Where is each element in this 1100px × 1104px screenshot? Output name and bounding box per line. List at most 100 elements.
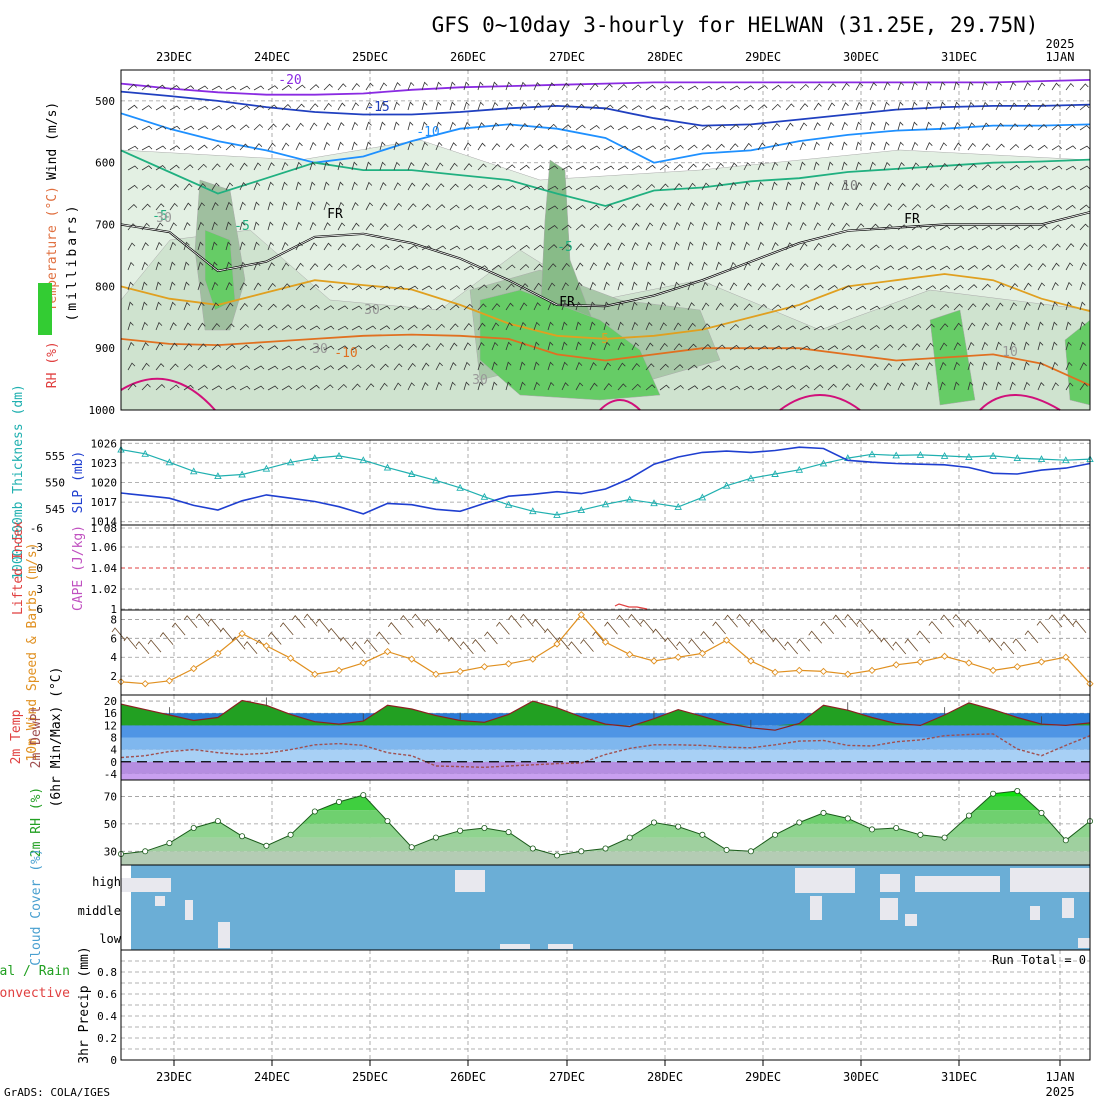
precip-tick-label: 0.2 [97, 1032, 117, 1045]
wind-barb [981, 381, 988, 391]
wind-barb [1065, 124, 1076, 131]
wind-barb [281, 123, 291, 131]
thickness-point [189, 467, 198, 475]
wind-barb [841, 285, 853, 291]
surface-wind-barb [976, 629, 991, 643]
surface-wind-barb [279, 622, 294, 636]
wind-barb [575, 224, 586, 231]
wind-barb [729, 323, 740, 331]
wind-barb [127, 125, 139, 131]
wind-barb [505, 322, 513, 331]
wind-barb [1051, 124, 1062, 131]
wind-barb [1065, 145, 1077, 151]
wind-speed-point [698, 649, 707, 658]
wind-barb [1079, 301, 1086, 311]
wind-barb [673, 202, 682, 211]
wind-barb [687, 241, 694, 251]
lifted-index-axis-label: Lifted Index [11, 521, 26, 615]
wind-barb [547, 82, 555, 91]
wind-barb [155, 384, 166, 391]
wind-barb [253, 365, 265, 371]
cloud-cover-clear [795, 868, 855, 893]
wind-barb [1023, 361, 1030, 371]
wind-speed-point [892, 661, 900, 669]
wind-barb [281, 181, 288, 191]
wind-barb [827, 264, 838, 271]
wind-barb [323, 284, 334, 291]
wind-barb [715, 85, 727, 91]
cape-axis-label: CAPE (J/kg) [71, 525, 86, 611]
cloud-cover-clear [185, 900, 193, 920]
thickness-point [1037, 455, 1046, 463]
rh-point [990, 790, 997, 797]
wind-barb [953, 322, 962, 331]
wind-barb [127, 362, 136, 371]
wind-barb [883, 362, 893, 371]
wind-barb [799, 181, 806, 191]
wind-barb [869, 121, 876, 131]
temperature-contour-warm [599, 399, 641, 411]
wind-barb [771, 345, 783, 351]
contour-label: 30 [364, 303, 380, 318]
wind-barb [589, 341, 596, 351]
rh-point [796, 819, 803, 826]
wind-barb [477, 81, 484, 91]
thickness-point [432, 476, 440, 484]
wind-barb [225, 323, 235, 331]
wind-barb [407, 244, 418, 251]
wind-barb [1009, 361, 1016, 371]
wind-barb [365, 344, 376, 351]
wind-barb [295, 201, 302, 211]
wind-barb [1023, 82, 1031, 91]
wind-barb [491, 205, 503, 211]
wind-barb [757, 365, 769, 371]
thickness-point [238, 470, 246, 478]
thickness-point [456, 483, 464, 491]
wind-barb [743, 142, 752, 151]
wind-barb [1051, 165, 1063, 171]
wind-barb [141, 165, 153, 171]
wind-barb [799, 201, 806, 211]
wind-barb [701, 124, 712, 131]
wind-barb [127, 223, 137, 231]
wind-barb [407, 265, 419, 271]
wind-speed-point [577, 611, 585, 619]
wind-barb [701, 85, 713, 91]
wind-barb [799, 325, 811, 331]
wind-barb [981, 245, 993, 251]
wind-barb [533, 244, 544, 251]
wind-barb [869, 223, 879, 231]
wind-barb [645, 84, 656, 91]
rh-point [578, 848, 585, 855]
wind-barb [561, 205, 573, 211]
wind-barb [533, 102, 542, 111]
bottom-date-label: 24DEC [254, 1070, 290, 1084]
wind-barb [743, 324, 754, 331]
wind-barb [911, 162, 920, 171]
wind-barb [183, 241, 190, 251]
wind-barb [589, 262, 597, 271]
wind-barb [267, 181, 274, 191]
wind-barb [743, 85, 755, 91]
top-date-label: 28DEC [647, 50, 683, 64]
rh-point [432, 834, 439, 841]
rh-point [1038, 809, 1045, 816]
wind-barb [267, 85, 279, 91]
wind-barb [603, 382, 613, 391]
wind-barb [645, 105, 657, 111]
wind-barb [995, 164, 1006, 171]
wind-barb [575, 301, 582, 311]
wind-barb [785, 221, 793, 231]
wind-barb [421, 265, 433, 271]
wind-barb [631, 203, 641, 211]
wind-barb [757, 85, 768, 91]
surface-wind-barb [1060, 614, 1075, 627]
wind-barb [1009, 164, 1020, 171]
surface-wind-barb [411, 613, 426, 627]
wind-barb [1009, 225, 1021, 231]
wind-barb [897, 343, 907, 351]
thickness-point [892, 451, 900, 459]
wind-speed-point [529, 655, 537, 663]
wind-barb [645, 301, 652, 311]
wind-barb [981, 164, 992, 171]
